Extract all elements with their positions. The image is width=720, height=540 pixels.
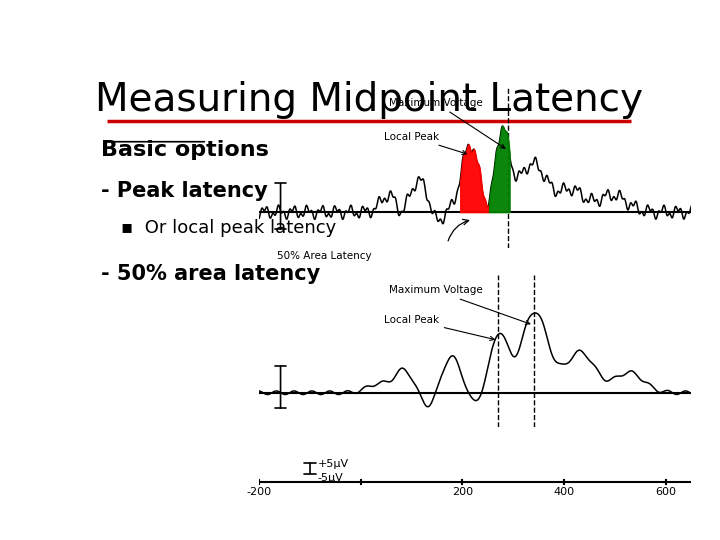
Text: 400: 400 — [554, 487, 575, 497]
Text: 600: 600 — [655, 487, 676, 497]
Text: Basic options: Basic options — [101, 140, 269, 160]
Text: +5μV: +5μV — [318, 459, 348, 469]
Text: Measuring Midpoint Latency: Measuring Midpoint Latency — [95, 82, 643, 119]
Text: Maximum Voltage: Maximum Voltage — [389, 98, 505, 148]
Text: Local Peak: Local Peak — [384, 132, 467, 154]
Text: -200: -200 — [247, 487, 271, 497]
Text: Local Peak: Local Peak — [384, 315, 494, 340]
Text: Maximum Voltage: Maximum Voltage — [389, 286, 530, 325]
Text: -5μV: -5μV — [318, 473, 343, 483]
Text: 50% Area Latency: 50% Area Latency — [277, 251, 372, 261]
Text: - Peak latency: - Peak latency — [101, 181, 268, 201]
Text: ▪  Or local peak latency: ▪ Or local peak latency — [121, 219, 336, 237]
Text: 200: 200 — [452, 487, 473, 497]
Text: - 50% area latency: - 50% area latency — [101, 265, 320, 285]
